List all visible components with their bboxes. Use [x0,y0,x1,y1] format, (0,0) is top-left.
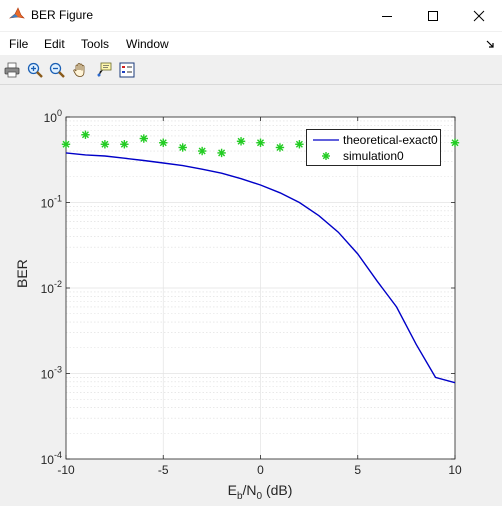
legend-entry-simulation: simulation0 [307,148,442,164]
menu-edit[interactable]: Edit [44,37,65,51]
data-point-simulation0 [159,138,168,147]
menu-tools[interactable]: Tools [81,37,110,51]
title-bar: BER Figure [0,0,502,31]
x-axis-label: Eb/N0 (dB) [0,482,502,502]
data-point-simulation0 [139,134,148,143]
y-tick-label: 10-3 [41,365,62,382]
y-axis-label: BER [14,259,30,288]
zoom-in-icon [27,62,43,78]
x-label-mid: /N [242,482,257,498]
series-line-theoretical-exact0 [65,152,456,384]
y-tick-label: 100 [44,108,62,125]
x-label-base: E [227,482,237,498]
legend-label-theoretical: theoretical-exact0 [343,133,438,147]
legend[interactable]: theoretical-exact0 simulation0 [306,129,441,166]
data-point-simulation0 [236,137,246,146]
x-tick-label: -5 [158,463,169,477]
data-cursor-icon [97,62,112,77]
maximize-icon [428,10,438,21]
data-point-simulation0 [61,140,71,149]
y-tick-label: 10-2 [41,279,62,296]
data-point-simulation0 [100,140,110,149]
y-tick-label: 10-4 [41,450,62,467]
legend-line-swatch [313,139,339,141]
x-tick-label: -10 [57,463,75,477]
window-title: BER Figure [31,8,94,22]
maximize-button[interactable] [410,0,456,31]
data-cursor-button[interactable] [94,60,114,80]
close-button[interactable] [456,0,502,31]
data-point-simulation0 [256,138,265,147]
data-point-simulation0 [120,140,129,149]
legend-icon [119,62,135,78]
data-point-simulation0 [295,140,304,149]
x-label-sub2: 0 [256,490,263,502]
zoom-out-button[interactable] [47,60,67,80]
x-tick-label: 5 [354,463,361,477]
print-button[interactable] [2,60,22,80]
menu-bar: File Edit Tools Window [0,32,502,55]
minimize-icon [382,15,392,17]
zoom-out-icon [49,62,65,78]
menu-window[interactable]: Window [126,37,169,51]
legend-entry-theoretical: theoretical-exact0 [307,132,442,148]
pan-button[interactable] [70,60,90,80]
data-point-simulation0 [81,130,90,139]
legend-button[interactable] [117,60,137,80]
data-point-simulation0 [275,143,285,152]
data-point-simulation0 [178,143,187,152]
matlab-icon [9,7,25,19]
legend-marker-swatch [322,152,330,160]
legend-label-simulation: simulation0 [343,149,404,163]
x-label-suffix: (dB) [262,482,293,498]
data-point-simulation0 [217,148,226,158]
x-tick-label: 0 [257,463,264,477]
menu-file[interactable]: File [9,37,29,51]
minimize-button[interactable] [364,0,410,31]
y-tick-label: 10-1 [41,194,62,211]
toolbar [0,56,502,85]
data-point-simulation0 [450,138,460,147]
x-label-sub1: b [236,490,243,502]
close-icon [473,10,485,21]
print-icon [4,62,20,78]
x-tick-label: 10 [448,463,462,477]
dock-arrow-icon[interactable] [486,40,494,48]
pan-hand-icon [73,63,85,77]
zoom-in-button[interactable] [25,60,45,80]
data-point-simulation0 [197,146,207,156]
